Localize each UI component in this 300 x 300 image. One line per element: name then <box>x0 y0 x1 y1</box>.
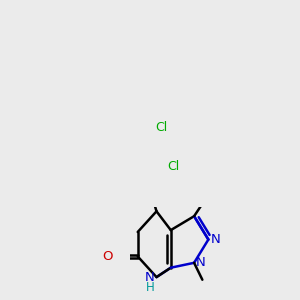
Text: Cl: Cl <box>167 160 179 173</box>
Text: H: H <box>146 281 154 294</box>
Text: N: N <box>145 271 154 284</box>
Text: O: O <box>102 250 112 263</box>
Text: Cl: Cl <box>155 121 167 134</box>
Text: N: N <box>210 233 220 246</box>
Text: N: N <box>196 256 205 268</box>
